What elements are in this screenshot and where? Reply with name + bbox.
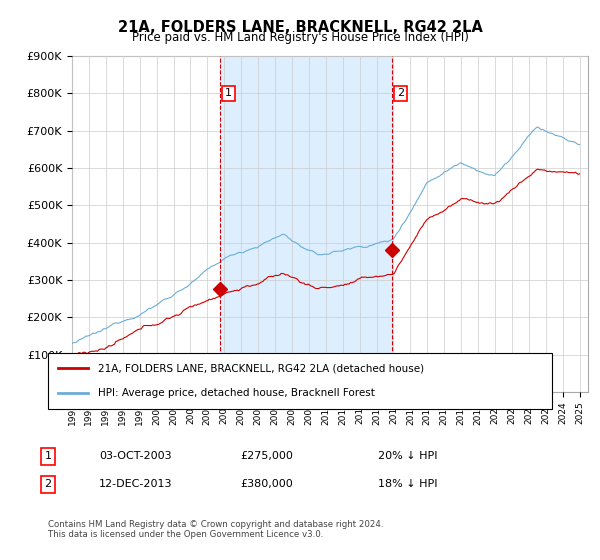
Text: 1: 1 bbox=[225, 88, 232, 99]
Text: 03-OCT-2003: 03-OCT-2003 bbox=[99, 451, 172, 461]
Bar bbox=[220, 56, 392, 392]
Text: 21A, FOLDERS LANE, BRACKNELL, RG42 2LA (detached house): 21A, FOLDERS LANE, BRACKNELL, RG42 2LA (… bbox=[98, 363, 425, 374]
Text: 12-DEC-2013: 12-DEC-2013 bbox=[99, 479, 173, 489]
Text: 21A, FOLDERS LANE, BRACKNELL, RG42 2LA: 21A, FOLDERS LANE, BRACKNELL, RG42 2LA bbox=[118, 20, 482, 35]
Text: Price paid vs. HM Land Registry's House Price Index (HPI): Price paid vs. HM Land Registry's House … bbox=[131, 31, 469, 44]
Text: 20% ↓ HPI: 20% ↓ HPI bbox=[378, 451, 437, 461]
Text: 2: 2 bbox=[397, 88, 404, 99]
Text: HPI: Average price, detached house, Bracknell Forest: HPI: Average price, detached house, Brac… bbox=[98, 388, 375, 398]
Text: £380,000: £380,000 bbox=[240, 479, 293, 489]
FancyBboxPatch shape bbox=[48, 353, 552, 409]
Text: £275,000: £275,000 bbox=[240, 451, 293, 461]
Text: 2: 2 bbox=[44, 479, 52, 489]
Text: 1: 1 bbox=[44, 451, 52, 461]
Text: Contains HM Land Registry data © Crown copyright and database right 2024.
This d: Contains HM Land Registry data © Crown c… bbox=[48, 520, 383, 539]
Text: 18% ↓ HPI: 18% ↓ HPI bbox=[378, 479, 437, 489]
